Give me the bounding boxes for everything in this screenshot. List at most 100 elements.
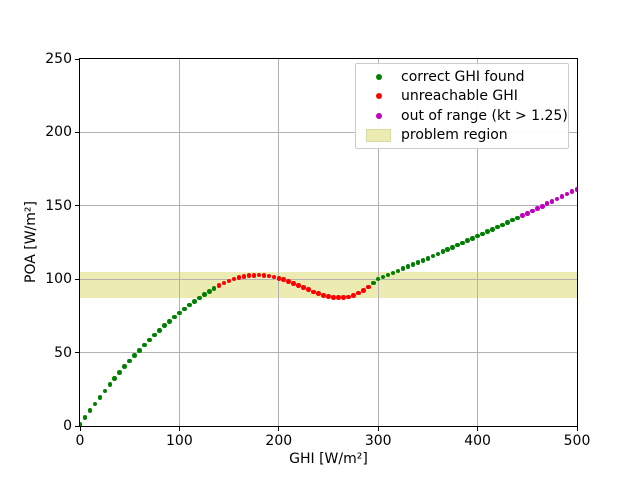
data-point	[92, 401, 98, 407]
gridline	[477, 59, 479, 426]
data-point	[351, 293, 356, 298]
data-point	[137, 347, 142, 353]
y-tick	[75, 205, 79, 207]
gridline	[178, 59, 180, 426]
data-point	[380, 274, 386, 280]
data-point	[127, 358, 132, 364]
data-point	[241, 274, 247, 279]
data-point	[390, 270, 396, 276]
data-point	[415, 260, 421, 265]
data-point	[102, 388, 108, 394]
data-point	[286, 279, 292, 284]
x-tick-label: 200	[265, 433, 293, 449]
data-point	[221, 280, 227, 286]
data-point	[271, 274, 277, 280]
data-point	[346, 294, 351, 300]
x-tick	[477, 427, 479, 431]
data-point	[375, 276, 381, 282]
legend-item-problem-region: problem region	[356, 126, 568, 146]
yellow-patch-marker-icon	[366, 128, 391, 142]
y-tick	[75, 131, 79, 133]
data-point	[231, 276, 237, 282]
legend-marker-cell	[356, 73, 401, 80]
data-point	[152, 332, 157, 338]
y-tick	[75, 425, 79, 427]
data-point	[311, 289, 316, 295]
data-point	[485, 229, 490, 234]
legend-marker-cell	[356, 112, 401, 119]
data-point	[276, 276, 282, 281]
data-point	[167, 319, 172, 324]
data-point	[400, 266, 406, 272]
data-point	[515, 215, 520, 221]
green-dot-marker-icon	[375, 73, 382, 80]
data-point	[142, 342, 147, 348]
data-point	[525, 210, 530, 216]
y-tick-label: 0	[63, 418, 72, 434]
data-point	[147, 337, 152, 343]
data-point	[370, 280, 376, 286]
data-point	[480, 231, 485, 237]
data-point	[440, 249, 446, 255]
x-tick	[79, 427, 81, 431]
data-point	[554, 196, 560, 202]
data-point	[549, 199, 555, 204]
legend-item-unreachable-ghi: unreachable GHI	[356, 87, 568, 107]
y-tick-label: 200	[45, 124, 72, 141]
x-tick	[576, 427, 578, 431]
data-point	[112, 376, 118, 381]
data-point	[172, 314, 177, 320]
data-point	[336, 295, 341, 300]
data-point	[107, 382, 113, 387]
data-point	[534, 206, 540, 211]
magenta-dot-marker-icon	[375, 112, 382, 119]
data-point	[122, 364, 128, 369]
legend-item-label: unreachable GHI	[401, 88, 518, 105]
y-tick-label: 100	[45, 271, 72, 288]
data-point	[216, 283, 222, 288]
y-tick	[75, 58, 79, 60]
legend-item-label: problem region	[401, 127, 508, 144]
data-point	[425, 255, 431, 261]
data-point	[564, 191, 570, 197]
data-point	[261, 273, 267, 278]
data-point	[211, 286, 217, 291]
legend-item-correct-ghi: correct GHI found	[356, 67, 568, 87]
data-point	[495, 224, 500, 230]
problem-region-band	[80, 271, 577, 299]
data-point	[226, 278, 232, 284]
data-point	[569, 189, 575, 194]
data-point	[470, 236, 475, 241]
data-point	[206, 289, 212, 294]
x-tick-label: 300	[364, 433, 392, 449]
data-point	[117, 370, 123, 375]
data-point	[187, 302, 192, 308]
data-point	[365, 284, 371, 290]
data-point	[360, 288, 366, 293]
legend-item-label: correct GHI found	[401, 68, 525, 85]
data-point	[97, 394, 103, 400]
x-tick	[178, 427, 180, 431]
data-point	[177, 310, 182, 316]
data-point	[405, 264, 411, 270]
data-point	[331, 294, 336, 300]
data-point	[301, 285, 306, 290]
data-point	[539, 203, 545, 209]
data-point	[132, 353, 137, 358]
data-point	[435, 251, 441, 257]
y-tick	[75, 352, 79, 354]
data-point	[266, 273, 272, 279]
legend-item-out-of-range: out of range (kt > 1.25)	[356, 106, 568, 126]
data-point	[385, 272, 391, 278]
y-tick	[75, 278, 79, 280]
data-point	[430, 253, 436, 259]
data-point	[574, 187, 577, 192]
data-point	[182, 306, 187, 312]
data-point	[455, 242, 460, 248]
data-point	[420, 257, 426, 263]
data-point	[192, 299, 197, 304]
data-point	[246, 273, 252, 278]
data-point	[82, 415, 88, 420]
data-point	[356, 290, 361, 296]
